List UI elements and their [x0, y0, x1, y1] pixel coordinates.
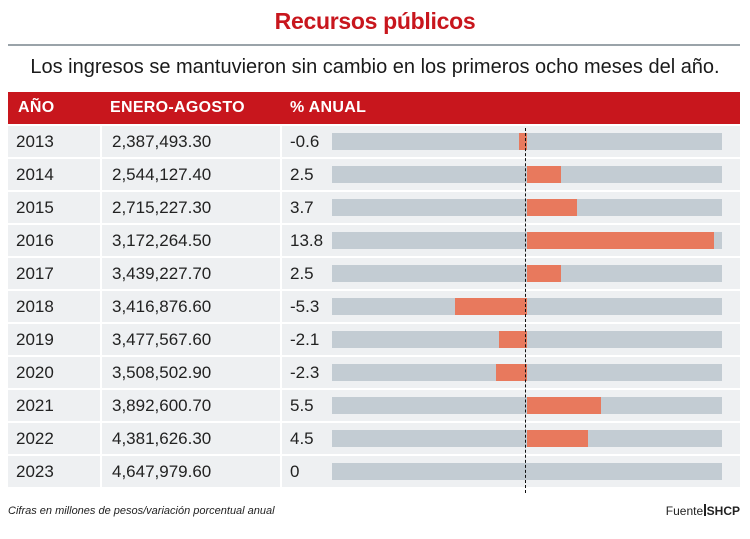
- cell-amount: 2,387,493.30: [100, 126, 280, 157]
- cell-year: 2014: [16, 164, 54, 184]
- bar-track: [332, 232, 722, 249]
- source-separator: [704, 504, 706, 516]
- title-divider: [8, 44, 740, 46]
- column-header-year: AÑO: [18, 99, 55, 116]
- cell-year: 2015: [16, 197, 54, 217]
- bar-track: [332, 430, 722, 447]
- table-row: 2018 3,416,876.60 -5.3: [8, 289, 740, 322]
- pct-label: 2.5: [290, 164, 314, 184]
- cell-year: 2022: [16, 428, 54, 448]
- data-table: AÑO ENERO-AGOSTO % ANUAL 2013 2,387,493.3…: [8, 92, 740, 493]
- bar-track: [332, 463, 722, 480]
- table-row: 2015 2,715,227.30 3.7: [8, 190, 740, 223]
- cell-amount: 4,381,626.30: [100, 423, 280, 454]
- bar-track: [332, 265, 722, 282]
- footnote: Cifras en millones de pesos/variación po…: [8, 505, 275, 517]
- cell-amount: 3,416,876.60: [100, 291, 280, 322]
- pct-label: 0: [290, 461, 300, 481]
- table-row: 2013 2,387,493.30 -0.6: [8, 124, 740, 157]
- cell-pct: 13.8: [280, 225, 740, 256]
- bar: [495, 364, 527, 381]
- table-row: 2014 2,544,127.40 2.5: [8, 157, 740, 190]
- pct-label: -2.1: [290, 329, 320, 349]
- bar: [527, 232, 714, 249]
- cell-pct: -2.1: [280, 324, 740, 355]
- cell-pct: 5.5: [280, 390, 740, 421]
- cell-year: 2013: [16, 131, 54, 151]
- cell-pct: 4.5: [280, 423, 740, 454]
- cell-year: 2021: [16, 395, 54, 415]
- cell-amount: 4,647,979.60: [100, 456, 280, 487]
- bar-track: [332, 166, 722, 183]
- pct-label: 4.5: [290, 428, 314, 448]
- table-header: AÑO ENERO-AGOSTO % ANUAL: [8, 92, 740, 124]
- pct-label: -2.3: [290, 362, 320, 382]
- source-label: Fuente: [665, 504, 704, 518]
- bar-track: [332, 133, 722, 150]
- cell-year: 2020: [16, 362, 54, 382]
- cell-amount: 2,715,227.30: [100, 192, 280, 223]
- source-credit: Fuente SHCP: [666, 504, 740, 518]
- cell-pct: 2.5: [280, 159, 740, 190]
- pct-label: -5.3: [290, 296, 320, 316]
- bar-track: [332, 199, 722, 216]
- cell-year: 2019: [16, 329, 54, 349]
- pct-label: 3.7: [290, 197, 314, 217]
- cell-pct: -0.6: [280, 126, 740, 157]
- pct-label: -0.6: [290, 131, 320, 151]
- bar: [527, 199, 578, 216]
- pct-label: 2.5: [290, 263, 314, 283]
- cell-amount: 3,477,567.60: [100, 324, 280, 355]
- page-subtitle: Los ingresos se mantuvieron sin cambio e…: [30, 56, 720, 78]
- table-row: 2020 3,508,502.90 -2.3: [8, 355, 740, 388]
- cell-amount: 3,439,227.70: [100, 258, 280, 289]
- bar: [527, 430, 588, 447]
- cell-amount: 3,172,264.50: [100, 225, 280, 256]
- cell-year: 2023: [16, 461, 54, 481]
- cell-pct: 2.5: [280, 258, 740, 289]
- table-body: 2013 2,387,493.30 -0.6 2014 2,544,127.40 2.5 2…: [8, 124, 740, 487]
- bar: [527, 265, 561, 282]
- cell-pct: -2.3: [280, 357, 740, 388]
- table-row: 2016 3,172,264.50 13.8: [8, 223, 740, 256]
- page-title: Recursos públicos: [274, 8, 476, 34]
- cell-amount: 2,544,127.40: [100, 159, 280, 190]
- source-value: SHCP: [706, 504, 740, 518]
- bar: [455, 298, 527, 315]
- bar-track: [332, 331, 722, 348]
- table-row: 2022 4,381,626.30 4.5: [8, 421, 740, 454]
- cell-pct: -5.3: [280, 291, 740, 322]
- table-row: 2021 3,892,600.70 5.5: [8, 388, 740, 421]
- bar-track: [332, 298, 722, 315]
- pct-label: 5.5: [290, 395, 314, 415]
- cell-pct: 3.7: [280, 192, 740, 223]
- bar: [527, 397, 602, 414]
- column-header-amount: ENERO-AGOSTO: [110, 99, 245, 116]
- table-row: 2023 4,647,979.60 0: [8, 454, 740, 487]
- zero-line: [525, 128, 526, 493]
- table-row: 2017 3,439,227.70 2.5: [8, 256, 740, 289]
- bar: [498, 331, 527, 348]
- bar-track: [332, 364, 722, 381]
- table-row: 2019 3,477,567.60 -2.1: [8, 322, 740, 355]
- bar: [527, 166, 561, 183]
- column-header-pct: % ANUAL: [290, 99, 367, 116]
- cell-year: 2016: [16, 230, 54, 250]
- cell-amount: 3,892,600.70: [100, 390, 280, 421]
- cell-year: 2018: [16, 296, 54, 316]
- pct-label: 13.8: [290, 230, 324, 250]
- bar: [518, 133, 527, 150]
- cell-pct: 0: [280, 456, 740, 487]
- bar-track: [332, 397, 722, 414]
- cell-year: 2017: [16, 263, 54, 283]
- cell-amount: 3,508,502.90: [100, 357, 280, 388]
